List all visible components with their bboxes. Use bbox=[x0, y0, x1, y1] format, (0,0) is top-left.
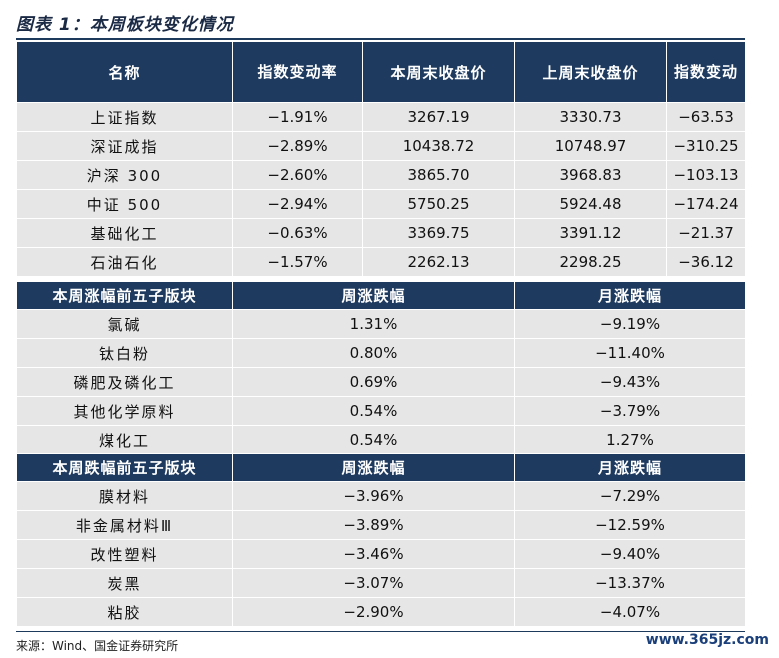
col-header-change: 指数变动 bbox=[666, 41, 746, 103]
col-header-weekly-change: 周涨跌幅 bbox=[232, 453, 515, 482]
col-header-close-last-week: 上周末收盘价 bbox=[514, 41, 667, 103]
cell-change: −21.37 bbox=[666, 218, 746, 248]
cell-monthly-change: −9.40% bbox=[514, 539, 746, 569]
cell-change-rate: −0.63% bbox=[232, 218, 363, 248]
col-header-change-rate: 指数变动率 bbox=[232, 41, 363, 103]
cell-weekly-change: −3.96% bbox=[232, 481, 515, 511]
col-header-weekly-change: 周涨跌幅 bbox=[232, 281, 515, 310]
index-change-table: 名称 指数变动率 本周末收盘价 上周末收盘价 指数变动 上证指数 −1.91% … bbox=[16, 41, 746, 277]
cell-change: −36.12 bbox=[666, 247, 746, 277]
table-row: 钛白粉 0.80% −11.40% bbox=[16, 338, 746, 368]
cell-change-rate: −2.60% bbox=[232, 160, 363, 190]
cell-close-last-week: 3330.73 bbox=[514, 102, 667, 132]
cell-sector: 炭黑 bbox=[16, 568, 233, 598]
table-row: 石油石化 −1.57% 2262.13 2298.25 −36.12 bbox=[16, 247, 746, 277]
cell-monthly-change: −3.79% bbox=[514, 396, 746, 426]
cell-sector: 钛白粉 bbox=[16, 338, 233, 368]
cell-close-this-week: 3865.70 bbox=[362, 160, 515, 190]
table-row: 氯碱 1.31% −9.19% bbox=[16, 309, 746, 339]
cell-name: 上证指数 bbox=[16, 102, 233, 132]
table-row: 煤化工 0.54% 1.27% bbox=[16, 425, 746, 455]
cell-weekly-change: −3.89% bbox=[232, 510, 515, 540]
cell-change-rate: −1.91% bbox=[232, 102, 363, 132]
cell-monthly-change: 1.27% bbox=[514, 425, 746, 455]
col-header-gainers-sector: 本周涨幅前五子版块 bbox=[16, 281, 233, 310]
losers-header: 本周跌幅前五子版块 周涨跌幅 月涨跌幅 bbox=[16, 453, 746, 482]
col-header-monthly-change: 月涨跌幅 bbox=[514, 453, 746, 482]
cell-close-this-week: 10438.72 bbox=[362, 131, 515, 161]
cell-name: 深证成指 bbox=[16, 131, 233, 161]
cell-change-rate: −2.89% bbox=[232, 131, 363, 161]
cell-weekly-change: 0.69% bbox=[232, 367, 515, 397]
cell-name: 石油石化 bbox=[16, 247, 233, 277]
cell-name: 中证 500 bbox=[16, 189, 233, 219]
cell-monthly-change: −11.40% bbox=[514, 338, 746, 368]
cell-weekly-change: 0.54% bbox=[232, 425, 515, 455]
cell-sector: 膜材料 bbox=[16, 481, 233, 511]
table-row: 非金属材料Ⅲ −3.89% −12.59% bbox=[16, 510, 746, 540]
index-table-header: 名称 指数变动率 本周末收盘价 上周末收盘价 指数变动 bbox=[16, 41, 746, 103]
table-row: 上证指数 −1.91% 3267.19 3330.73 −63.53 bbox=[16, 102, 746, 132]
top-losers-table: 本周跌幅前五子版块 周涨跌幅 月涨跌幅 膜材料 −3.96% −7.29% 非金… bbox=[16, 453, 746, 627]
cell-close-last-week: 3391.12 bbox=[514, 218, 667, 248]
cell-change: −174.24 bbox=[666, 189, 746, 219]
watermark: www.365jz.com bbox=[645, 632, 769, 648]
cell-change: −103.13 bbox=[666, 160, 746, 190]
cell-sector: 非金属材料Ⅲ bbox=[16, 510, 233, 540]
cell-close-last-week: 10748.97 bbox=[514, 131, 667, 161]
cell-change: −63.53 bbox=[666, 102, 746, 132]
col-header-close-this-week: 本周末收盘价 bbox=[362, 41, 515, 103]
cell-close-this-week: 3267.19 bbox=[362, 102, 515, 132]
table-row: 磷肥及磷化工 0.69% −9.43% bbox=[16, 367, 746, 397]
table-row: 深证成指 −2.89% 10438.72 10748.97 −310.25 bbox=[16, 131, 746, 161]
cell-close-this-week: 2262.13 bbox=[362, 247, 515, 277]
footer-divider bbox=[16, 631, 745, 632]
cell-monthly-change: −13.37% bbox=[514, 568, 746, 598]
cell-weekly-change: −2.90% bbox=[232, 597, 515, 627]
cell-close-this-week: 3369.75 bbox=[362, 218, 515, 248]
col-header-name: 名称 bbox=[16, 41, 233, 103]
cell-monthly-change: −9.19% bbox=[514, 309, 746, 339]
cell-weekly-change: −3.46% bbox=[232, 539, 515, 569]
col-header-monthly-change: 月涨跌幅 bbox=[514, 281, 746, 310]
cell-close-last-week: 2298.25 bbox=[514, 247, 667, 277]
cell-sector: 改性塑料 bbox=[16, 539, 233, 569]
table-row: 改性塑料 −3.46% −9.40% bbox=[16, 539, 746, 569]
table-row: 中证 500 −2.94% 5750.25 5924.48 −174.24 bbox=[16, 189, 746, 219]
cell-monthly-change: −7.29% bbox=[514, 481, 746, 511]
cell-weekly-change: −3.07% bbox=[232, 568, 515, 598]
cell-sector: 粘胶 bbox=[16, 597, 233, 627]
top-gainers-table: 本周涨幅前五子版块 周涨跌幅 月涨跌幅 氯碱 1.31% −9.19% 钛白粉 … bbox=[16, 281, 746, 455]
cell-sector: 磷肥及磷化工 bbox=[16, 367, 233, 397]
table-row: 炭黑 −3.07% −13.37% bbox=[16, 568, 746, 598]
cell-monthly-change: −9.43% bbox=[514, 367, 746, 397]
table-row: 粘胶 −2.90% −4.07% bbox=[16, 597, 746, 627]
table-row: 其他化学原料 0.54% −3.79% bbox=[16, 396, 746, 426]
col-header-losers-sector: 本周跌幅前五子版块 bbox=[16, 453, 233, 482]
figure-title: 图表 1：本周板块变化情况 bbox=[16, 15, 234, 35]
cell-close-last-week: 5924.48 bbox=[514, 189, 667, 219]
table-row: 膜材料 −3.96% −7.29% bbox=[16, 481, 746, 511]
cell-name: 基础化工 bbox=[16, 218, 233, 248]
cell-close-last-week: 3968.83 bbox=[514, 160, 667, 190]
cell-sector: 煤化工 bbox=[16, 425, 233, 455]
cell-weekly-change: 1.31% bbox=[232, 309, 515, 339]
source-note: 来源：Wind、国金证券研究所 bbox=[16, 639, 179, 653]
table-row: 基础化工 −0.63% 3369.75 3391.12 −21.37 bbox=[16, 218, 746, 248]
cell-sector: 氯碱 bbox=[16, 309, 233, 339]
cell-change-rate: −1.57% bbox=[232, 247, 363, 277]
cell-close-this-week: 5750.25 bbox=[362, 189, 515, 219]
cell-weekly-change: 0.80% bbox=[232, 338, 515, 368]
cell-name: 沪深 300 bbox=[16, 160, 233, 190]
cell-monthly-change: −12.59% bbox=[514, 510, 746, 540]
cell-change: −310.25 bbox=[666, 131, 746, 161]
cell-monthly-change: −4.07% bbox=[514, 597, 746, 627]
cell-sector: 其他化学原料 bbox=[16, 396, 233, 426]
table-row: 沪深 300 −2.60% 3865.70 3968.83 −103.13 bbox=[16, 160, 746, 190]
cell-weekly-change: 0.54% bbox=[232, 396, 515, 426]
gainers-header: 本周涨幅前五子版块 周涨跌幅 月涨跌幅 bbox=[16, 281, 746, 310]
cell-change-rate: −2.94% bbox=[232, 189, 363, 219]
title-divider bbox=[16, 38, 745, 40]
